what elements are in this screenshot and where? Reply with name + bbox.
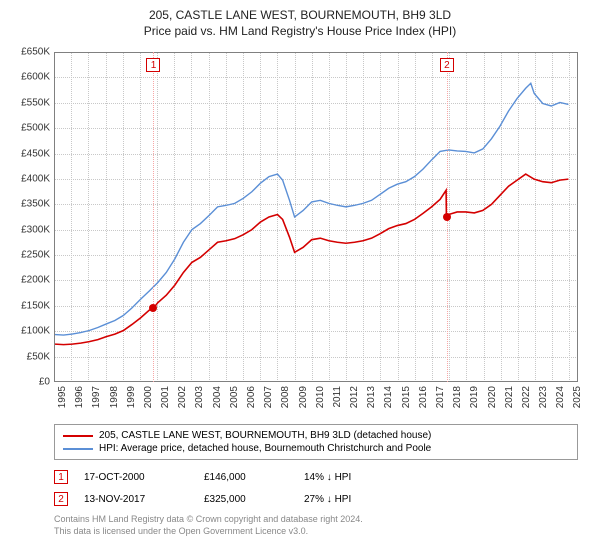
x-tick-label: 2021 [504,386,515,408]
x-tick-label: 2002 [177,386,188,408]
title-line-2: Price paid vs. HM Land Registry's House … [0,24,600,38]
x-tick-label: 2017 [435,386,446,408]
sale-marker-icon: 2 [54,492,68,506]
x-tick-label: 2011 [332,386,343,408]
x-tick-label: 1996 [74,386,85,408]
x-tick-label: 2022 [521,386,532,408]
legend-label: 205, CASTLE LANE WEST, BOURNEMOUTH, BH9 … [99,430,431,441]
x-tick-label: 2004 [212,386,223,408]
y-tick-label: £550K [2,97,50,108]
sale-diff: 14% ↓ HPI [304,472,424,483]
y-tick-label: £400K [2,173,50,184]
sale-date: 13-NOV-2017 [84,494,204,505]
sale-price: £146,000 [204,472,304,483]
legend-label: HPI: Average price, detached house, Bour… [99,443,431,454]
chart-container: 205, CASTLE LANE WEST, BOURNEMOUTH, BH9 … [0,0,600,560]
x-tick-label: 1999 [126,386,137,408]
x-tick-label: 2019 [469,386,480,408]
footer-line-2: This data is licensed under the Open Gov… [54,526,578,538]
legend-item: 205, CASTLE LANE WEST, BOURNEMOUTH, BH9 … [63,429,569,442]
x-tick-label: 2001 [160,386,171,408]
sales-table: 1 17-OCT-2000 £146,000 14% ↓ HPI 2 13-NO… [54,466,578,510]
x-tick-label: 2018 [452,386,463,408]
y-tick-label: £200K [2,275,50,286]
footer-attribution: Contains HM Land Registry data © Crown c… [54,514,578,537]
y-tick-label: £450K [2,148,50,159]
sale-row: 2 13-NOV-2017 £325,000 27% ↓ HPI [54,488,578,510]
x-tick-label: 2007 [263,386,274,408]
y-tick-label: £0 [2,377,50,388]
x-tick-label: 2024 [555,386,566,408]
sale-row: 1 17-OCT-2000 £146,000 14% ↓ HPI [54,466,578,488]
sale-marker-box: 1 [146,58,160,72]
footer-line-1: Contains HM Land Registry data © Crown c… [54,514,578,526]
x-tick-label: 1995 [57,386,68,408]
x-tick-label: 2010 [315,386,326,408]
x-tick-label: 2000 [143,386,154,408]
x-tick-label: 2003 [194,386,205,408]
x-tick-label: 2025 [572,386,583,408]
x-tick-label: 2009 [298,386,309,408]
x-tick-label: 2016 [418,386,429,408]
series-line-hpi [55,83,568,335]
sale-diff: 27% ↓ HPI [304,494,424,505]
plot-area [54,52,578,382]
y-tick-label: £50K [2,351,50,362]
x-tick-label: 1998 [109,386,120,408]
line-plot [55,53,577,381]
legend-item: HPI: Average price, detached house, Bour… [63,442,569,455]
x-tick-label: 2006 [246,386,257,408]
x-tick-label: 2023 [538,386,549,408]
x-tick-label: 2012 [349,386,360,408]
sale-price: £325,000 [204,494,304,505]
sale-data-point [443,213,451,221]
y-tick-label: £300K [2,224,50,235]
sale-date: 17-OCT-2000 [84,472,204,483]
x-tick-label: 1997 [91,386,102,408]
x-tick-label: 2020 [487,386,498,408]
x-tick-label: 2015 [401,386,412,408]
legend-swatch [63,448,93,450]
y-tick-label: £100K [2,326,50,337]
x-tick-label: 2013 [366,386,377,408]
y-tick-label: £350K [2,199,50,210]
chart-title: 205, CASTLE LANE WEST, BOURNEMOUTH, BH9 … [0,0,600,38]
y-tick-label: £600K [2,72,50,83]
legend: 205, CASTLE LANE WEST, BOURNEMOUTH, BH9 … [54,424,578,460]
x-tick-label: 2008 [280,386,291,408]
sale-marker-box: 2 [440,58,454,72]
title-line-1: 205, CASTLE LANE WEST, BOURNEMOUTH, BH9 … [0,8,600,22]
y-tick-label: £150K [2,300,50,311]
y-tick-label: £650K [2,47,50,58]
y-tick-label: £250K [2,250,50,261]
x-tick-label: 2014 [383,386,394,408]
sale-data-point [149,304,157,312]
y-tick-label: £500K [2,123,50,134]
legend-swatch [63,435,93,437]
series-line-property [55,174,568,345]
x-tick-label: 2005 [229,386,240,408]
sale-marker-icon: 1 [54,470,68,484]
